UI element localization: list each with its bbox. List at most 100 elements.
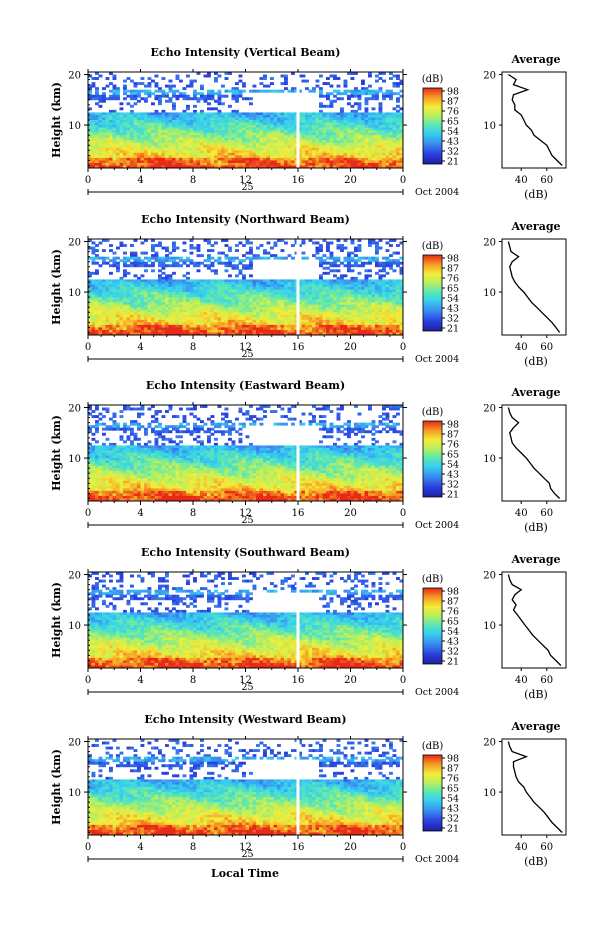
colorbar-tick-label: 98 (447, 587, 459, 598)
panel-title: Echo Intensity (Eastward Beam) (146, 379, 345, 392)
colorbar-tick-label: 65 (447, 450, 459, 461)
colorbar-tick-label: 76 (447, 274, 459, 285)
x-tick-label: 12 (239, 342, 252, 353)
data-gap-line (296, 739, 300, 835)
colorbar-label: (dB) (422, 241, 444, 252)
average-frame (501, 738, 567, 836)
average-profile: Average 20 10 40 60 (dB) (483, 220, 567, 368)
y-tick-label: 20 (68, 738, 81, 749)
average-x-label: (dB) (524, 855, 548, 868)
average-frame (501, 571, 567, 669)
data-gap-line (296, 405, 300, 501)
average-y-tick-label: 20 (483, 238, 496, 249)
colorbar (422, 87, 443, 165)
colorbar-tick-label: 32 (447, 480, 459, 491)
day-label: 25 (241, 515, 253, 526)
average-x-tick-label: 40 (515, 175, 528, 186)
colorbar-tick-label: 43 (447, 637, 459, 648)
x-tick-label: 8 (190, 675, 196, 686)
colorbar-tick-label: 65 (447, 117, 459, 128)
y-tick-label: 20 (68, 404, 81, 415)
y-tick-label: 20 (68, 571, 81, 582)
average-y-tick-label: 10 (483, 621, 496, 632)
colorbar-tick-label: 76 (447, 607, 459, 618)
colorbar (422, 754, 443, 832)
colorbar-tick-label: 76 (447, 107, 459, 118)
average-profile-line (507, 407, 561, 499)
x-tick-label: 20 (344, 842, 357, 853)
average-y-tick-label: 20 (483, 571, 496, 582)
x-tick-label: 20 (344, 675, 357, 686)
chart-panel: Echo Intensity (Eastward Beam) 20 10 Height… (50, 379, 567, 534)
colorbar-tick-label: 98 (447, 754, 459, 765)
average-x-label: (dB) (524, 688, 548, 701)
colorbar-tick-label: 87 (447, 597, 459, 608)
average-x-label: (dB) (524, 355, 548, 368)
colorbar (422, 254, 443, 332)
colorbar-tick-label: 54 (447, 294, 459, 305)
colorbar (422, 587, 443, 665)
day-label: 25 (241, 849, 253, 860)
x-tick-label: 0 (400, 175, 406, 186)
x-tick-label: 0 (85, 842, 91, 853)
colorbar-tick-label: 32 (447, 647, 459, 658)
date-label: Oct 2004 (415, 187, 459, 198)
x-tick-label: 12 (239, 842, 252, 853)
x-tick-label: 20 (344, 175, 357, 186)
x-tick-label: 12 (239, 508, 252, 519)
y-axis-label: Height (km) (50, 249, 63, 325)
y-tick-label: 10 (68, 288, 81, 299)
x-tick-label: 0 (400, 342, 406, 353)
average-profile-line (508, 73, 563, 166)
colorbar-tick-label: 98 (447, 420, 459, 431)
colorbar-tick-label: 98 (447, 254, 459, 265)
panel-title: Echo Intensity (Northward Beam) (141, 213, 350, 226)
colorbar-tick-label: 43 (447, 304, 459, 315)
x-tick-label: 4 (137, 675, 143, 686)
panel-title: Echo Intensity (Southward Beam) (141, 546, 350, 559)
colorbar-label: (dB) (422, 574, 444, 585)
heatmap (88, 739, 404, 836)
y-tick-label: 10 (68, 454, 81, 465)
average-title: Average (510, 720, 560, 733)
colorbar-tick-label: 54 (447, 627, 459, 638)
average-title: Average (510, 386, 560, 399)
x-tick-label: 0 (85, 675, 91, 686)
average-frame (501, 404, 567, 502)
average-profile-line (507, 574, 562, 666)
average-profile: Average 20 10 40 60 (dB) (483, 720, 567, 868)
colorbar-tick-label: 54 (447, 460, 459, 471)
average-x-tick-label: 60 (540, 675, 553, 686)
colorbar-tick-label: 43 (447, 804, 459, 815)
average-x-tick-label: 60 (540, 342, 553, 353)
day-label: 25 (241, 349, 253, 360)
colorbar-tick-label: 43 (447, 470, 459, 481)
x-tick-label: 4 (137, 842, 143, 853)
date-label: Oct 2004 (415, 520, 459, 531)
data-gap-line (296, 239, 300, 335)
average-y-tick-label: 20 (483, 71, 496, 82)
panel-title: Echo Intensity (Vertical Beam) (150, 46, 340, 59)
x-tick-label: 4 (137, 508, 143, 519)
average-frame (501, 71, 567, 169)
colorbar-tick-label: 54 (447, 794, 459, 805)
x-tick-label: 0 (400, 842, 406, 853)
colorbar-tick-label: 87 (447, 264, 459, 275)
average-x-tick-label: 40 (515, 842, 528, 853)
average-y-tick-label: 20 (483, 738, 496, 749)
colorbar-tick-label: 87 (447, 430, 459, 441)
average-profile: Average 20 10 40 60 (dB) (483, 386, 567, 534)
date-label: Oct 2004 (415, 854, 459, 865)
x-tick-label: 8 (190, 508, 196, 519)
colorbar-tick-label: 54 (447, 127, 459, 138)
colorbar-tick-label: 21 (447, 324, 459, 335)
average-x-tick-label: 40 (515, 508, 528, 519)
data-gap-line (296, 572, 300, 668)
y-tick-label: 20 (68, 238, 81, 249)
panel-title: Echo Intensity (Westward Beam) (144, 713, 346, 726)
chart-panel: Echo Intensity (Northward Beam) 20 10 Heigh… (50, 213, 567, 368)
colorbar-tick-label: 32 (447, 314, 459, 325)
colorbar-label: (dB) (422, 741, 444, 752)
average-y-tick-label: 10 (483, 454, 496, 465)
y-axis-label: Height (km) (50, 415, 63, 491)
